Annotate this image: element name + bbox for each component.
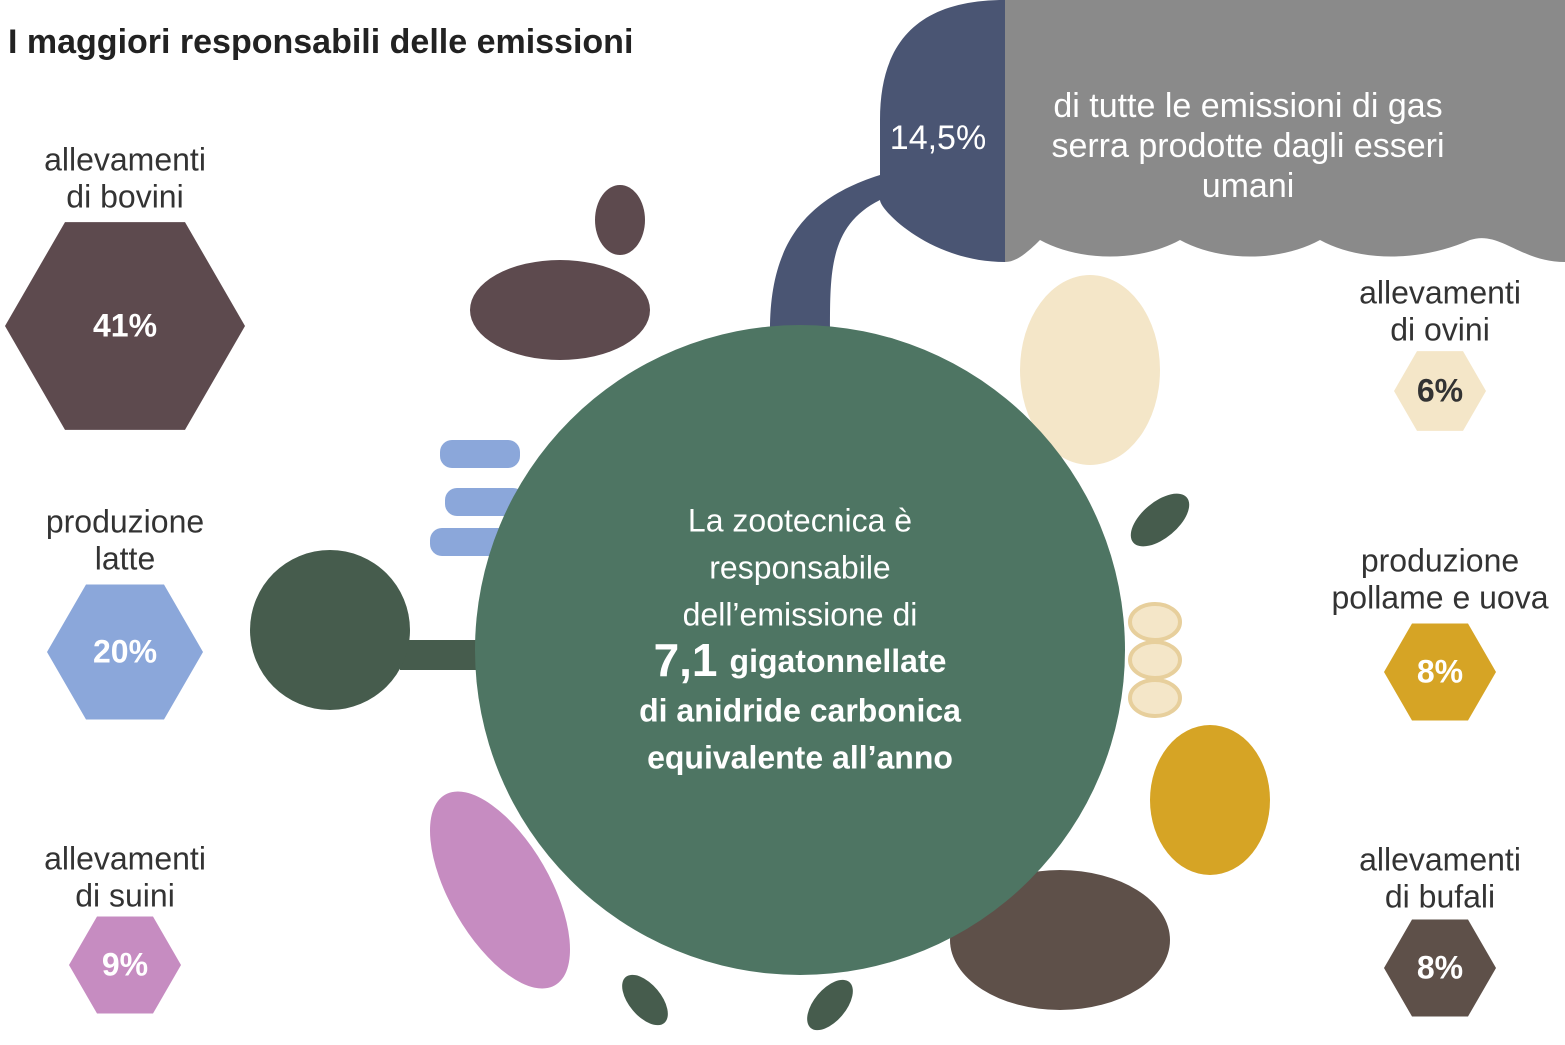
hexagon: [1394, 351, 1486, 431]
group-label: allevamenti: [1359, 841, 1521, 877]
hexagon: [1384, 919, 1496, 1017]
cloud-left: [770, 0, 1005, 330]
group-label: allevamenti: [44, 141, 206, 177]
center-text: responsabile: [709, 549, 890, 585]
cow-silhouette: [470, 260, 650, 360]
buffalo-silhouette: [950, 870, 1170, 1010]
cloud-right: [1005, 0, 1565, 262]
group-label: di suini: [75, 877, 175, 913]
leaves: [622, 493, 1190, 1031]
hexagon: [1384, 623, 1496, 721]
hexagon: [5, 222, 245, 430]
cloud-text: di tutte le emissioni di gas: [1053, 87, 1442, 125]
cow-head: [595, 185, 645, 255]
rooster-silhouette: [1150, 725, 1270, 875]
highlight-unit: gigatonnellate: [730, 643, 947, 679]
center-circle: [475, 325, 1125, 975]
cloud-text: umani: [1202, 167, 1295, 205]
group-value: 9%: [102, 946, 148, 982]
title: I maggiori responsabili delle emissioni: [8, 23, 633, 61]
center-highlight: 7,1 gigatonnellate: [654, 634, 947, 686]
group-label: di ovini: [1390, 311, 1490, 347]
group-label: pollame e uova: [1331, 579, 1548, 615]
group-label: produzione: [1361, 542, 1519, 578]
tree: [250, 550, 410, 710]
group-label: latte: [95, 540, 155, 576]
highlight-number: 7,1: [654, 634, 718, 686]
milk-bottles: [430, 440, 525, 556]
group-value: 8%: [1417, 653, 1463, 689]
group-label: allevamenti: [44, 840, 206, 876]
group-value: 20%: [93, 633, 157, 669]
group-value: 6%: [1417, 372, 1463, 408]
center-text: dell’emissione di: [683, 596, 918, 632]
center-bold-text: di anidride carbonica: [639, 692, 961, 728]
cloud-percent: 14,5%: [890, 119, 986, 157]
cloud-text: serra prodotte dagli esseri: [1051, 127, 1444, 165]
sheep-silhouette: [1020, 275, 1160, 465]
group-value: 8%: [1417, 949, 1463, 985]
group-value: 41%: [93, 307, 157, 343]
center-bold-text: equivalente all’anno: [647, 739, 953, 775]
group-label: di bufali: [1385, 878, 1495, 914]
hexagon: [47, 584, 203, 720]
group-label: produzione: [46, 503, 204, 539]
pig-silhouette: [430, 791, 570, 989]
group-label: di bovini: [66, 178, 183, 214]
eggs: [1128, 602, 1182, 718]
hexagon: [69, 916, 181, 1014]
center-text: La zootecnica è: [688, 502, 912, 538]
group-label: allevamenti: [1359, 274, 1521, 310]
